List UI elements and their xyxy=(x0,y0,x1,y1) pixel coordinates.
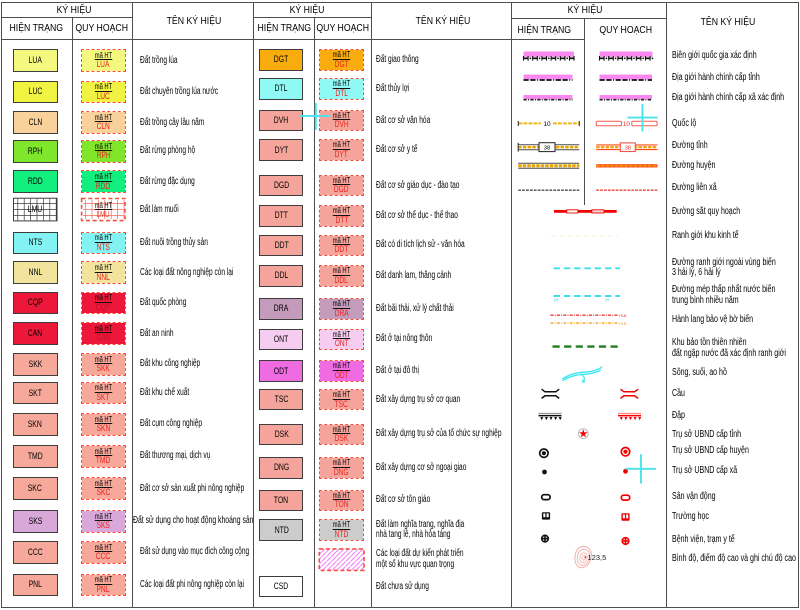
svg-text:10: 10 xyxy=(543,121,551,128)
svg-text:HLB: HLB xyxy=(619,322,627,326)
svg-text:10: 10 xyxy=(623,121,631,128)
svg-text:HLB: HLB xyxy=(619,314,627,318)
svg-text:38: 38 xyxy=(625,146,631,152)
svg-text:0f: 0f xyxy=(605,298,610,303)
svg-text:38: 38 xyxy=(544,146,550,152)
svg-text:0f: 0f xyxy=(554,298,559,303)
svg-text:123,5: 123,5 xyxy=(588,553,607,562)
